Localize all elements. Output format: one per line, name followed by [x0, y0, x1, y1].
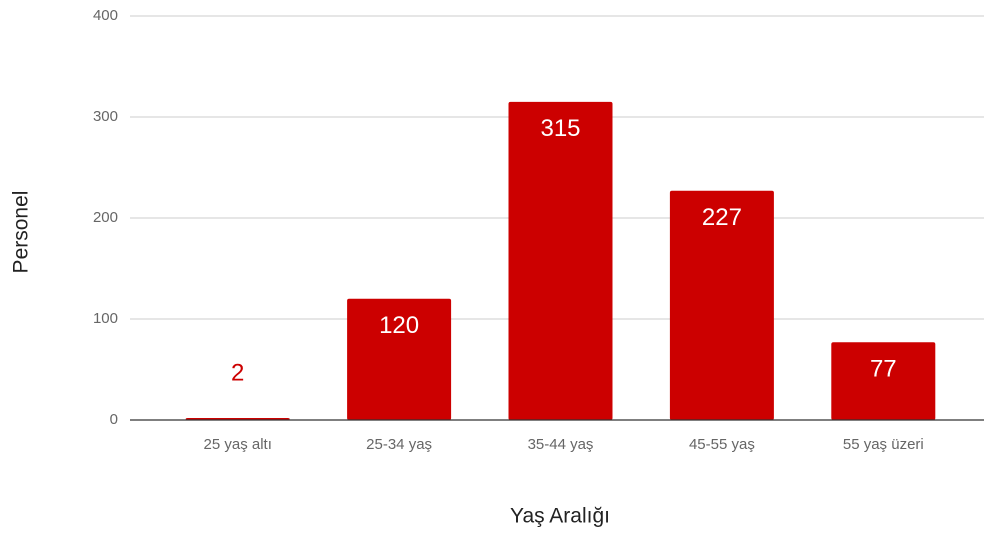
data-label: 315 [540, 115, 580, 142]
y-tick-label: 400 [93, 7, 118, 24]
bar [347, 298, 452, 420]
y-tick-label: 200 [93, 209, 118, 226]
x-axis-title: Yaş Aralığı [510, 505, 610, 528]
bar [831, 342, 936, 420]
data-label: 227 [702, 204, 742, 231]
y-axis-title: Personel [10, 191, 33, 274]
x-tick-label: 35-44 yaş [528, 436, 594, 453]
data-label: 120 [379, 312, 419, 339]
y-tick-label: 100 [93, 310, 118, 327]
y-tick-label: 0 [110, 411, 118, 428]
bar [508, 101, 613, 420]
x-tick-label: 55 yaş üzeri [843, 436, 924, 453]
x-tick-label: 25 yaş altı [204, 436, 272, 453]
data-label: 77 [870, 356, 897, 383]
x-tick-label: 45-55 yaş [689, 436, 755, 453]
bar [669, 190, 774, 420]
x-tick-label: 25-34 yaş [366, 436, 432, 453]
data-label: 2 [231, 359, 244, 386]
y-tick-label: 300 [93, 108, 118, 125]
